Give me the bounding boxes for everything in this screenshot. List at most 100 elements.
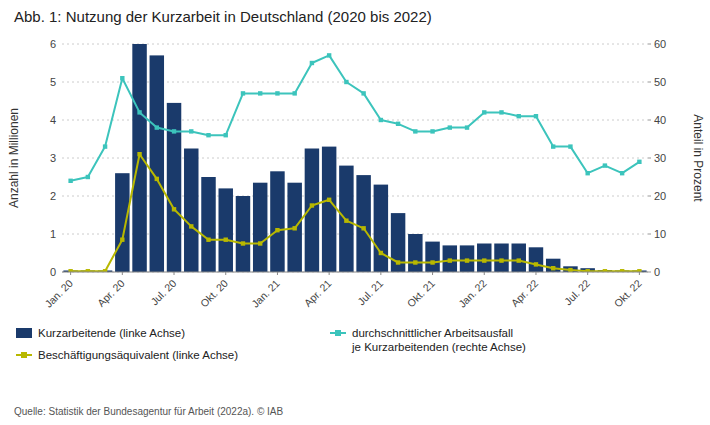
- marker: [189, 224, 193, 228]
- marker: [568, 144, 572, 148]
- x-tick: [432, 272, 433, 275]
- x-tick-label: Jul. 20: [148, 277, 178, 307]
- marker: [465, 258, 469, 262]
- y2-tick: [648, 82, 651, 83]
- legend-label-line: Kurzarbeitende (linke Achse): [38, 327, 185, 339]
- marker: [517, 114, 521, 118]
- bar: [201, 177, 215, 272]
- legend: Kurzarbeitende (linke Achse) Beschäftigun…: [16, 327, 526, 361]
- marker: [310, 203, 314, 207]
- marker: [155, 177, 159, 181]
- marker: [482, 258, 486, 262]
- marker: [344, 80, 348, 84]
- marker: [361, 226, 365, 230]
- x-tick-label: Apr. 21: [302, 277, 334, 309]
- marker: [568, 268, 572, 272]
- marker: [620, 171, 624, 175]
- y-tick-label: 0: [50, 266, 56, 278]
- marker: [189, 129, 193, 133]
- marker: [206, 133, 210, 137]
- bar: [218, 188, 232, 272]
- marker: [379, 251, 383, 255]
- marker: [517, 258, 521, 262]
- y-tick-label: 2: [50, 190, 56, 202]
- bar: [494, 244, 508, 273]
- marker: [120, 238, 124, 242]
- x-tick-label: Apr. 20: [95, 277, 127, 309]
- y-axis-label: Anzahl in Millionen: [7, 108, 21, 208]
- x-tick: [639, 272, 640, 275]
- bar: [408, 234, 422, 272]
- bar: [115, 173, 129, 272]
- x-axis-line: [62, 272, 648, 273]
- y2-tick-label: 0: [654, 266, 660, 278]
- legend-swatch: [16, 328, 32, 338]
- marker: [551, 144, 555, 148]
- marker: [534, 114, 538, 118]
- bar: [460, 245, 474, 272]
- marker: [68, 179, 72, 183]
- y2-tick-label: 10: [654, 228, 666, 240]
- y-tick-label: 1: [50, 228, 56, 240]
- y-tick-label: 6: [50, 38, 56, 50]
- marker: [396, 122, 400, 126]
- x-tick: [380, 272, 381, 275]
- bar: [546, 259, 560, 272]
- grid-line: [62, 272, 648, 273]
- y2-tick-label: 50: [654, 76, 666, 88]
- bar: [305, 149, 319, 273]
- marker: [344, 219, 348, 223]
- y2-axis-label: Anteil in Prozent: [691, 114, 705, 202]
- marker: [499, 258, 503, 262]
- marker: [137, 152, 141, 156]
- marker: [585, 171, 589, 175]
- bar: [529, 247, 543, 272]
- x-tick: [70, 272, 71, 275]
- bar: [339, 166, 353, 272]
- x-tick: [587, 272, 588, 275]
- x-tick: [174, 272, 175, 275]
- y-tick-label: 3: [50, 152, 56, 164]
- marker: [465, 125, 469, 129]
- y-tick-label: 4: [50, 114, 56, 126]
- marker: [172, 207, 176, 211]
- marker: [155, 125, 159, 129]
- bar: [270, 171, 284, 272]
- bar: [184, 149, 198, 273]
- marker: [258, 91, 262, 95]
- legend-swatch: [335, 330, 341, 336]
- marker: [361, 91, 365, 95]
- y2-tick-label: 60: [654, 38, 666, 50]
- marker: [534, 262, 538, 266]
- x-tick-label: Apr. 22: [508, 277, 540, 309]
- x-tick-label: Jul. 21: [355, 277, 385, 307]
- marker: [413, 260, 417, 264]
- marker: [637, 160, 641, 164]
- title: Abb. 1: Nutzung der Kurzarbeit in Deutsc…: [14, 8, 432, 25]
- legend-label-line: Beschäftigungsäquivalent (linke Achse): [38, 349, 238, 361]
- bar: [322, 147, 336, 272]
- x-tick-label: Jan. 22: [456, 277, 489, 310]
- x-tick-label: Okt. 21: [405, 277, 438, 310]
- y2-tick-label: 40: [654, 114, 666, 126]
- y2-tick: [648, 234, 651, 235]
- x-tick-label: Jan. 20: [42, 277, 75, 310]
- marker: [310, 61, 314, 65]
- plot-area: [63, 44, 646, 272]
- marker: [430, 129, 434, 133]
- x-tick: [484, 272, 485, 275]
- bar: [253, 183, 267, 272]
- marker: [224, 133, 228, 137]
- bar: [374, 185, 388, 272]
- bar: [236, 196, 250, 272]
- marker: [396, 260, 400, 264]
- y-tick-label: 5: [50, 76, 56, 88]
- marker: [224, 238, 228, 242]
- line: [71, 154, 640, 271]
- y2-tick: [648, 158, 651, 159]
- marker: [103, 144, 107, 148]
- x-tick: [225, 272, 226, 275]
- marker: [241, 241, 245, 245]
- marker: [379, 118, 383, 122]
- x-tick: [329, 272, 330, 275]
